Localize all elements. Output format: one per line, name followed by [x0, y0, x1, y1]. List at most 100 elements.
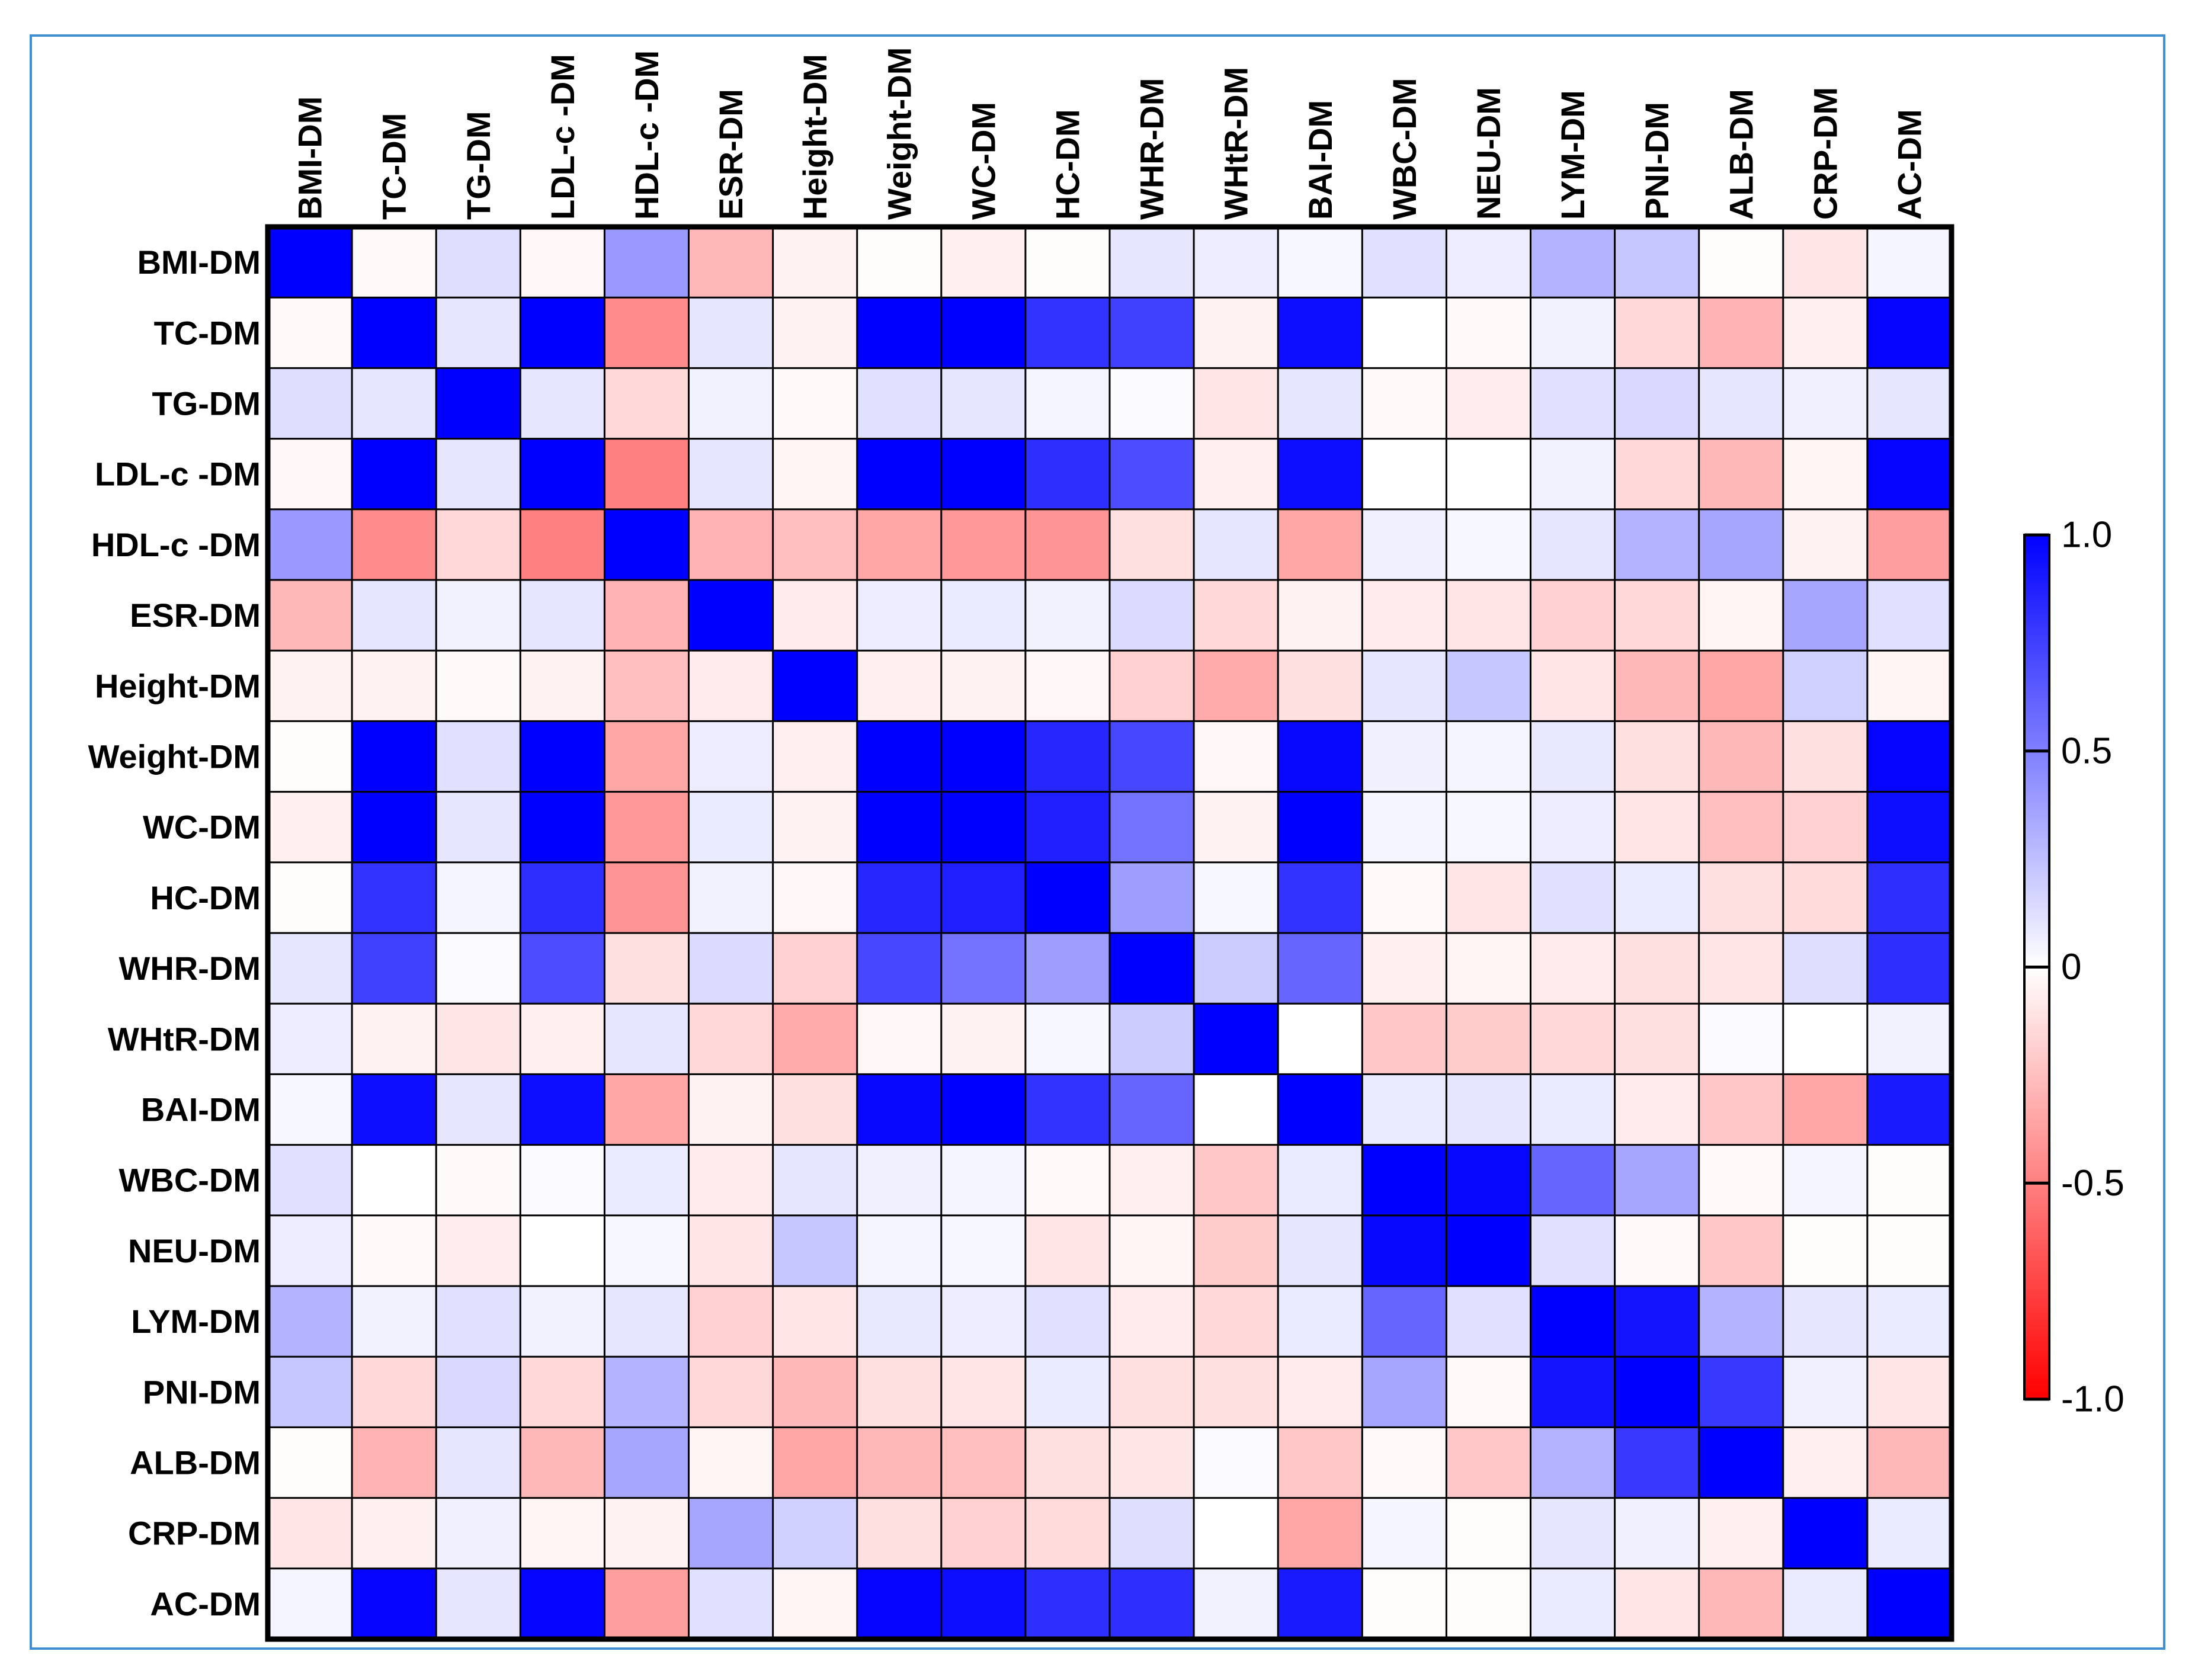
heatmap-cell-r8-c10	[1110, 791, 1194, 863]
heatmap-cell-r8-c17	[1699, 791, 1784, 863]
heatmap-cell-r4-c0	[268, 509, 353, 581]
colorbar-tick-label: -0.5	[2061, 1163, 2124, 1204]
heatmap-cell-r19-c2	[436, 1568, 521, 1640]
heatmap-cell-r14-c2	[436, 1215, 521, 1287]
heatmap-cell-r1-c3	[520, 297, 605, 368]
heatmap-cell-r4-c13	[1362, 509, 1447, 581]
column-label: WC-DM	[964, 102, 1002, 220]
heatmap-cell-r19-c6	[773, 1568, 858, 1640]
heatmap-cell-r16-c16	[1614, 1357, 1700, 1428]
heatmap-cell-r15-c4	[604, 1286, 690, 1357]
heatmap-cell-r19-c14	[1446, 1568, 1531, 1640]
heatmap-cell-r18-c6	[773, 1498, 858, 1569]
heatmap-cell-r7-c9	[1025, 721, 1110, 793]
heatmap-cell-r15-c19	[1867, 1286, 1952, 1357]
heatmap-cell-r16-c6	[773, 1357, 858, 1428]
heatmap-cell-r6-c11	[1194, 650, 1278, 722]
heatmap-cell-r13-c3	[520, 1144, 605, 1216]
heatmap-cell-r11-c2	[436, 1003, 521, 1075]
heatmap-cell-r5-c13	[1362, 580, 1447, 651]
heatmap-cell-r5-c14	[1446, 580, 1531, 651]
heatmap-cell-r0-c12	[1278, 227, 1363, 298]
heatmap-cell-r8-c13	[1362, 791, 1447, 863]
heatmap-cell-r19-c9	[1025, 1568, 1110, 1640]
heatmap-cell-r14-c14	[1446, 1215, 1531, 1287]
heatmap-cell-r13-c19	[1867, 1144, 1952, 1216]
heatmap-cell-r4-c16	[1614, 509, 1700, 581]
heatmap-cell-r7-c18	[1783, 721, 1868, 793]
heatmap-cell-r8-c14	[1446, 791, 1531, 863]
row-label: WC-DM	[143, 809, 261, 846]
heatmap-cell-r15-c13	[1362, 1286, 1447, 1357]
heatmap-cell-r3-c7	[857, 438, 942, 510]
heatmap-cell-r17-c17	[1699, 1427, 1784, 1499]
heatmap-cell-r9-c7	[857, 862, 942, 934]
heatmap-cell-r1-c6	[773, 297, 858, 368]
heatmap-cell-r18-c18	[1783, 1498, 1868, 1569]
heatmap-cell-r0-c18	[1783, 227, 1868, 298]
heatmap-cell-r1-c19	[1867, 297, 1952, 368]
heatmap-cell-r4-c18	[1783, 509, 1868, 581]
heatmap-cell-r7-c12	[1278, 721, 1363, 793]
row-label: ALB-DM	[130, 1444, 261, 1482]
heatmap-cell-r19-c19	[1867, 1568, 1952, 1640]
heatmap-cell-r8-c2	[436, 791, 521, 863]
heatmap-cell-r16-c14	[1446, 1357, 1531, 1428]
heatmap-cell-r10-c11	[1194, 933, 1278, 1004]
heatmap-cell-r11-c16	[1614, 1003, 1700, 1075]
heatmap-cell-r8-c8	[941, 791, 1026, 863]
column-label: Height-DM	[796, 54, 834, 220]
heatmap-cell-r17-c19	[1867, 1427, 1952, 1499]
column-label: LYM-DM	[1554, 90, 1591, 220]
heatmap-cell-r11-c17	[1699, 1003, 1784, 1075]
heatmap-cell-r8-c16	[1614, 791, 1700, 863]
heatmap-cell-r10-c17	[1699, 933, 1784, 1004]
heatmap-cell-r13-c2	[436, 1144, 521, 1216]
heatmap-cell-r16-c18	[1783, 1357, 1868, 1428]
heatmap-cell-r7-c15	[1530, 721, 1616, 793]
heatmap-cell-r13-c6	[773, 1144, 858, 1216]
heatmap-cell-r4-c17	[1699, 509, 1784, 581]
heatmap-cell-r17-c9	[1025, 1427, 1110, 1499]
heatmap-cell-r10-c5	[688, 933, 774, 1004]
heatmap-cell-r13-c15	[1530, 1144, 1616, 1216]
heatmap-cell-r11-c19	[1867, 1003, 1952, 1075]
colorbar-tick-label: 0.5	[2061, 730, 2112, 771]
heatmap-cell-r1-c13	[1362, 297, 1447, 368]
heatmap-cell-r17-c16	[1614, 1427, 1700, 1499]
heatmap-cell-r4-c3	[520, 509, 605, 581]
heatmap-cell-r19-c18	[1783, 1568, 1868, 1640]
heatmap-cell-r9-c1	[352, 862, 437, 934]
heatmap-cell-r5-c10	[1110, 580, 1194, 651]
heatmap-cell-r12-c1	[352, 1074, 437, 1146]
heatmap-cell-r10-c9	[1025, 933, 1110, 1004]
heatmap-cell-r12-c18	[1783, 1074, 1868, 1146]
heatmap-cell-r19-c15	[1530, 1568, 1616, 1640]
heatmap-cell-r16-c2	[436, 1357, 521, 1428]
heatmap-cell-r3-c19	[1867, 438, 1952, 510]
heatmap-cell-r4-c10	[1110, 509, 1194, 581]
heatmap-cell-r18-c10	[1110, 1498, 1194, 1569]
heatmap-cell-r4-c5	[688, 509, 774, 581]
column-label: BMI-DM	[291, 97, 329, 220]
heatmap-cell-r19-c17	[1699, 1568, 1784, 1640]
colorbar-tick-label: 0	[2061, 947, 2081, 988]
heatmap-cell-r15-c11	[1194, 1286, 1278, 1357]
heatmap-cell-r7-c13	[1362, 721, 1447, 793]
heatmap-cell-r16-c9	[1025, 1357, 1110, 1428]
colorbar-tick-label: 1.0	[2061, 515, 2112, 556]
heatmap-cell-r3-c16	[1614, 438, 1700, 510]
heatmap-cell-r3-c0	[268, 438, 353, 510]
heatmap-cell-r15-c3	[520, 1286, 605, 1357]
heatmap-cell-r0-c3	[520, 227, 605, 298]
row-label: NEU-DM	[128, 1232, 261, 1269]
heatmap-cell-r11-c15	[1530, 1003, 1616, 1075]
heatmap-cell-r10-c18	[1783, 933, 1868, 1004]
heatmap-cell-r17-c12	[1278, 1427, 1363, 1499]
heatmap-cell-r11-c0	[268, 1003, 353, 1075]
heatmap-cell-r8-c1	[352, 791, 437, 863]
heatmap-cell-r18-c12	[1278, 1498, 1363, 1569]
heatmap-gridlines	[268, 227, 1952, 1639]
heatmap-cell-r18-c4	[604, 1498, 690, 1569]
heatmap-cell-r2-c2	[436, 368, 521, 440]
